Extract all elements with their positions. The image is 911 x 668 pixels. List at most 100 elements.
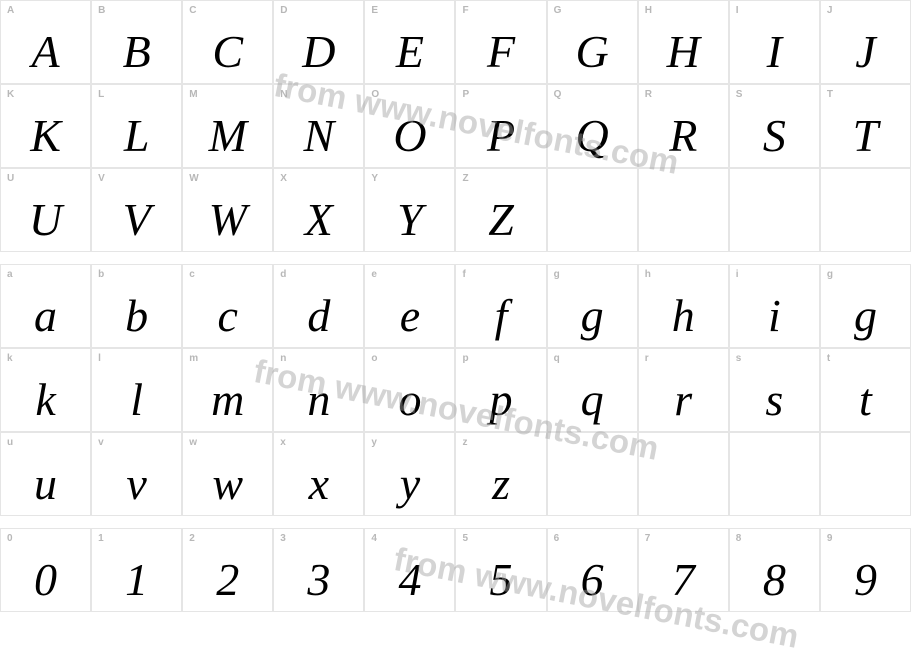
cell-glyph: t	[821, 377, 910, 423]
cell-label: m	[189, 353, 198, 364]
cell-label: v	[98, 437, 104, 448]
section-gap	[0, 252, 911, 264]
cell-label: z	[462, 437, 467, 448]
cell-label: p	[462, 353, 468, 364]
cell-glyph: x	[274, 461, 363, 507]
glyph-cell: PP	[455, 84, 546, 168]
cell-glyph: H	[639, 29, 728, 75]
glyph-cell: yy	[364, 432, 455, 516]
glyph-cell	[820, 432, 911, 516]
glyph-cell: ss	[729, 348, 820, 432]
glyph-cell: 88	[729, 528, 820, 612]
cell-label: u	[7, 437, 13, 448]
cell-label: F	[462, 5, 468, 16]
cell-glyph: b	[92, 293, 181, 339]
glyph-cell: gg	[547, 264, 638, 348]
cell-glyph: 4	[365, 557, 454, 603]
section-uppercase: AABBCCDDEEFFGGHHIIJJKKLLMMNNOOPPQQRRSSTT…	[0, 0, 911, 252]
cell-glyph: d	[274, 293, 363, 339]
cell-label: y	[371, 437, 377, 448]
cell-glyph: g	[548, 293, 637, 339]
section-digits: 00112233445566778899	[0, 528, 911, 612]
glyph-cell: 77	[638, 528, 729, 612]
glyph-cell: TT	[820, 84, 911, 168]
cell-label: f	[462, 269, 465, 280]
glyph-cell: YY	[364, 168, 455, 252]
glyph-cell: 99	[820, 528, 911, 612]
glyph-cell: nn	[273, 348, 364, 432]
character-map: AABBCCDDEEFFGGHHIIJJKKLLMMNNOOPPQQRRSSTT…	[0, 0, 911, 612]
cell-glyph: w	[183, 461, 272, 507]
cell-label: J	[827, 5, 833, 16]
cell-label: w	[189, 437, 197, 448]
section-gap	[0, 516, 911, 528]
glyph-cell: rr	[638, 348, 729, 432]
cell-glyph: 5	[456, 557, 545, 603]
section-lowercase: aabbccddeeffgghhiiggkkllmmnnooppqqrrsstt…	[0, 264, 911, 516]
cell-label: M	[189, 89, 197, 100]
cell-glyph: l	[92, 377, 181, 423]
cell-label: L	[98, 89, 104, 100]
glyph-cell: xx	[273, 432, 364, 516]
glyph-cell: DD	[273, 0, 364, 84]
cell-glyph: o	[365, 377, 454, 423]
cell-label: W	[189, 173, 198, 184]
glyph-cell	[729, 168, 820, 252]
cell-label: 1	[98, 533, 104, 544]
glyph-cell: EE	[364, 0, 455, 84]
glyph-cell: ZZ	[455, 168, 546, 252]
cell-glyph: D	[274, 29, 363, 75]
cell-glyph: 1	[92, 557, 181, 603]
cell-glyph: v	[92, 461, 181, 507]
cell-label: D	[280, 5, 287, 16]
cell-label: s	[736, 353, 742, 364]
cell-label: r	[645, 353, 649, 364]
cell-label: 7	[645, 533, 651, 544]
cell-label: 3	[280, 533, 286, 544]
glyph-cell: OO	[364, 84, 455, 168]
glyph-cell: 55	[455, 528, 546, 612]
cell-label: d	[280, 269, 286, 280]
glyph-cell: dd	[273, 264, 364, 348]
glyph-cell: II	[729, 0, 820, 84]
cell-glyph: A	[1, 29, 90, 75]
cell-glyph: z	[456, 461, 545, 507]
glyph-cell: 22	[182, 528, 273, 612]
cell-glyph: F	[456, 29, 545, 75]
cell-glyph: i	[730, 293, 819, 339]
cell-label: 9	[827, 533, 833, 544]
cell-label: 5	[462, 533, 468, 544]
glyph-cell: tt	[820, 348, 911, 432]
glyph-cell: FF	[455, 0, 546, 84]
cell-label: o	[371, 353, 377, 364]
cell-glyph: W	[183, 197, 272, 243]
cell-glyph: X	[274, 197, 363, 243]
cell-glyph: I	[730, 29, 819, 75]
cell-label: U	[7, 173, 14, 184]
glyph-cell: HH	[638, 0, 729, 84]
cell-glyph: u	[1, 461, 90, 507]
cell-glyph: 6	[548, 557, 637, 603]
cell-label: k	[7, 353, 13, 364]
glyph-cell: NN	[273, 84, 364, 168]
cell-glyph: J	[821, 29, 910, 75]
cell-label: 0	[7, 533, 13, 544]
cell-glyph: Z	[456, 197, 545, 243]
cell-glyph: B	[92, 29, 181, 75]
glyph-cell: ff	[455, 264, 546, 348]
cell-label: B	[98, 5, 105, 16]
cell-label: R	[645, 89, 652, 100]
glyph-cell: ll	[91, 348, 182, 432]
cell-glyph: e	[365, 293, 454, 339]
cell-glyph: N	[274, 113, 363, 159]
cell-label: C	[189, 5, 196, 16]
glyph-cell: oo	[364, 348, 455, 432]
cell-label: I	[736, 5, 739, 16]
cell-label: e	[371, 269, 377, 280]
cell-label: x	[280, 437, 286, 448]
cell-glyph: T	[821, 113, 910, 159]
cell-label: g	[554, 269, 560, 280]
glyph-cell: cc	[182, 264, 273, 348]
cell-label: q	[554, 353, 560, 364]
cell-glyph: g	[821, 293, 910, 339]
